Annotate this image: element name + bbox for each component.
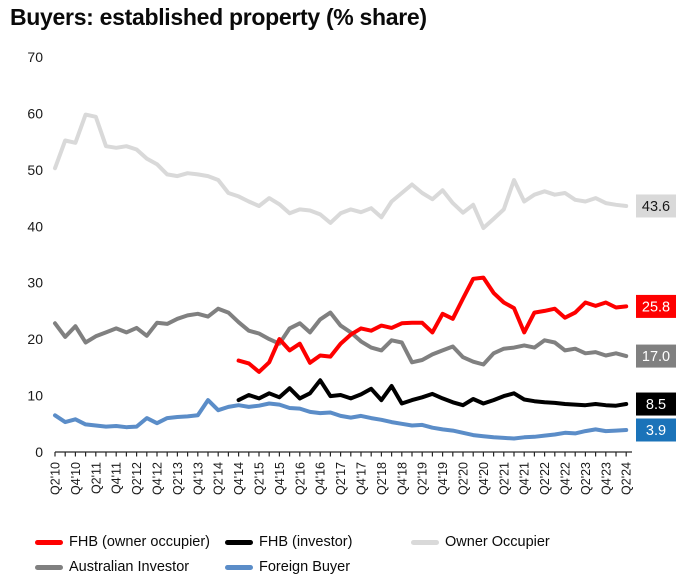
legend-item-foreign-buyer: Foreign Buyer bbox=[225, 557, 350, 577]
x-axis-tick-label: Q4'22 bbox=[559, 462, 573, 495]
legend-item-owner-occupier: Owner Occupier bbox=[411, 532, 550, 552]
x-axis-tick-label: Q2'12 bbox=[130, 462, 144, 495]
x-axis-tick-label: Q2'22 bbox=[538, 462, 552, 495]
end-label-box-australian-investor bbox=[636, 344, 676, 368]
end-label-australian-investor: 17.0 bbox=[642, 349, 670, 365]
x-axis-tick-label: Q4'21 bbox=[518, 462, 532, 495]
series-line-fhb-owner-occupier bbox=[236, 275, 629, 374]
x-axis-tick-label: Q2'16 bbox=[293, 462, 307, 495]
x-axis-tick-label: Q4'12 bbox=[151, 462, 165, 495]
legend-item-fhb-investor: FHB (investor) bbox=[225, 532, 352, 552]
end-label-box-owner-occupier bbox=[636, 194, 676, 218]
x-axis-tick-label: Q4'20 bbox=[477, 462, 491, 495]
end-label-fhb-owner-occupier: 25.8 bbox=[642, 299, 670, 315]
legend-label-fhb-owner-occupier: FHB (owner occupier) bbox=[69, 534, 211, 550]
end-label-fhb-investor: 8.5 bbox=[646, 397, 666, 413]
x-axis-tick-label: Q2'18 bbox=[375, 462, 389, 495]
end-label-owner-occupier: 43.6 bbox=[642, 199, 670, 215]
x-axis-tick-label: Q4'19 bbox=[436, 462, 450, 495]
legend-swatch-australian-investor bbox=[35, 564, 63, 570]
x-axis-tick-label: Q2'10 bbox=[49, 462, 63, 495]
legend-label-fhb-investor: FHB (investor) bbox=[259, 534, 353, 550]
x-axis-tick-label: Q2'13 bbox=[171, 462, 185, 495]
series-line-foreign-buyer bbox=[53, 398, 629, 441]
x-axis-tick-label: Q2'14 bbox=[212, 462, 226, 495]
x-axis-tick-label: Q4'15 bbox=[273, 462, 287, 495]
legend-swatch-fhb-owner-occupier bbox=[35, 539, 63, 545]
x-axis-tick-label: Q2'19 bbox=[416, 462, 430, 495]
end-label-box-fhb-investor bbox=[636, 392, 676, 416]
y-axis-tick-label: 40 bbox=[27, 218, 43, 234]
end-label-foreign-buyer: 3.9 bbox=[646, 423, 666, 439]
legend-label-australian-investor: Australian Investor bbox=[69, 559, 190, 575]
y-axis-tick-label: 50 bbox=[27, 162, 43, 178]
series-line-fhb-investor bbox=[236, 378, 629, 408]
x-axis-tick-label: Q4'11 bbox=[110, 462, 124, 494]
legend-label-owner-occupier: Owner Occupier bbox=[445, 534, 550, 550]
series-line-australian-investor bbox=[53, 306, 629, 367]
y-axis-tick-label: 10 bbox=[27, 388, 43, 404]
x-axis-tick-label: Q2'15 bbox=[253, 462, 267, 495]
x-axis-tick-label: Q4'10 bbox=[69, 462, 83, 495]
x-axis-tick-label: Q2'17 bbox=[334, 462, 348, 495]
end-label-box-foreign-buyer bbox=[636, 418, 676, 442]
legend-swatch-fhb-investor bbox=[225, 539, 253, 545]
legend-swatch-owner-occupier bbox=[411, 539, 439, 545]
legend-item-australian-investor: Australian Investor bbox=[35, 557, 189, 577]
legend-item-fhb-owner-occupier: FHB (owner occupier) bbox=[35, 532, 210, 552]
x-axis-tick-label: Q4'16 bbox=[314, 462, 328, 495]
x-axis-tick-label: Q4'17 bbox=[355, 462, 369, 495]
y-axis-tick-label: 60 bbox=[27, 105, 43, 121]
x-axis-tick-label: Q2'20 bbox=[457, 462, 471, 495]
legend-label-foreign-buyer: Foreign Buyer bbox=[259, 559, 351, 575]
series-line-owner-occupier bbox=[53, 112, 629, 230]
y-axis-tick-label: 0 bbox=[35, 444, 43, 460]
y-axis-tick-label: 70 bbox=[27, 49, 43, 65]
end-label-box-fhb-owner-occupier bbox=[636, 294, 676, 318]
chart-title: Buyers: established property (% share) bbox=[10, 4, 427, 30]
x-axis-tick-label: Q2'23 bbox=[579, 462, 593, 495]
line-chart: 0 10 20 30 40 50 60 70 Q2'10 Q4'10 Q2'11 Q4'11 Q2'12… bbox=[27, 49, 676, 495]
legend-swatch-foreign-buyer bbox=[225, 564, 253, 570]
x-axis-tick-label: Q4'23 bbox=[599, 462, 613, 495]
x-axis-tick-label: Q4'13 bbox=[191, 462, 205, 495]
x-axis-tick-label: Q4'18 bbox=[395, 462, 409, 495]
y-axis-tick-label: 30 bbox=[27, 275, 43, 291]
x-axis-tick-label: Q2'11 bbox=[89, 462, 103, 494]
y-axis-tick-label: 20 bbox=[27, 331, 43, 347]
x-axis-tick-label: Q2'24 bbox=[620, 462, 634, 495]
x-axis-tick-label: Q2'21 bbox=[497, 462, 511, 495]
x-axis-tick-label: Q4'14 bbox=[232, 462, 246, 495]
chart-legend: FHB (owner occupier) FHB (investor) Owner … bbox=[0, 528, 676, 587]
